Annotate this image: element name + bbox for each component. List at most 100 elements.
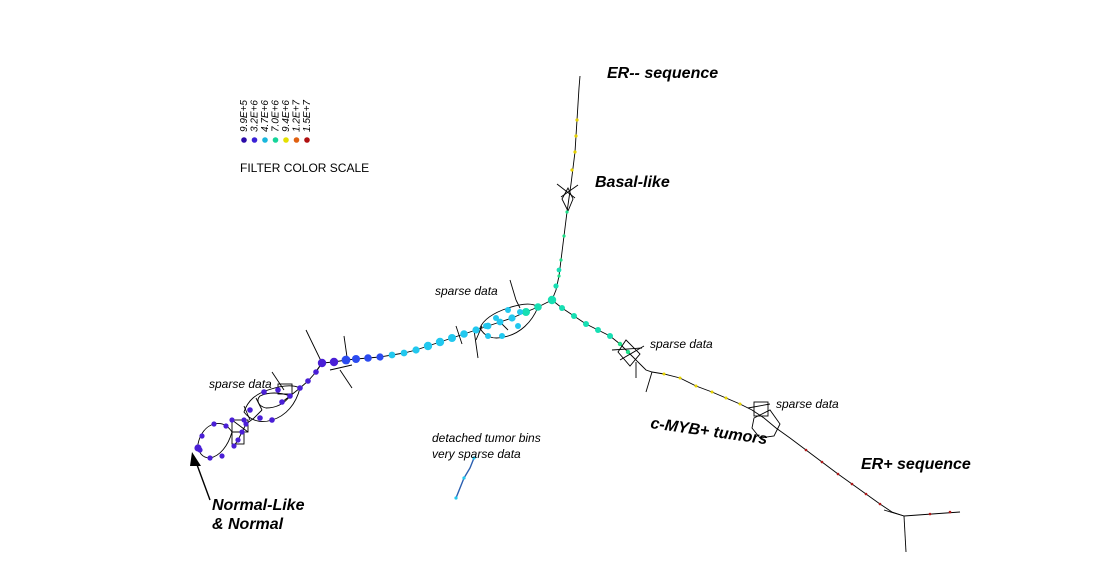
cmyb-node — [694, 384, 698, 388]
scale-dot — [283, 137, 289, 143]
er-plus-node — [804, 448, 808, 452]
cmyb-node — [662, 372, 666, 376]
left-spoke-5 — [329, 364, 353, 371]
left-tail-node — [247, 407, 253, 413]
er-minus-node — [565, 210, 569, 214]
normal-square-3 — [231, 431, 245, 445]
er-plus-fork-3 — [883, 509, 905, 517]
label-detached-1: detached tumor bins — [432, 431, 541, 445]
cmyb-spoke-1 — [611, 347, 643, 351]
left-tail-node — [313, 369, 319, 375]
center-spoke-down — [473, 329, 479, 359]
er-minus-node — [559, 258, 563, 262]
scale-values: 9.9E+5 3.2E+6 4.7E+6 7.0E+6 9.4E+6 1.2E+7 1.5E… — [239, 100, 313, 132]
center-loop-node — [517, 309, 523, 315]
er-minus-node — [570, 168, 574, 172]
lower-spoke — [243, 405, 251, 421]
right-branch-node — [625, 349, 631, 355]
label-sparse-left: sparse data — [209, 377, 272, 391]
center-loop-node — [499, 333, 505, 339]
label-normal-1: Normal-Like — [212, 497, 305, 514]
trunk-node — [435, 337, 445, 347]
right-branch-node — [617, 341, 623, 347]
scale-dot — [241, 137, 247, 143]
network-nodes — [194, 118, 952, 516]
scale-dot — [262, 137, 268, 143]
scale-value: 4.7E+6 — [260, 100, 271, 132]
label-basal-like: Basal-like — [595, 174, 670, 191]
basal-spoke-2 — [560, 184, 579, 198]
normal-ring-node — [219, 453, 225, 459]
right-branch-node — [607, 333, 613, 339]
scale-value: 7.0E+6 — [271, 100, 282, 132]
trunk-node — [534, 303, 542, 311]
trunk-node — [352, 355, 360, 363]
label-er-plus: ER+ sequence — [861, 456, 971, 473]
scale-value: 9.4E+6 — [281, 100, 292, 132]
trunk-node — [412, 346, 420, 354]
er-plus-fork-2 — [903, 515, 907, 553]
label-normal-2: & Normal — [212, 516, 284, 533]
label-cmyb: c-MYB+ tumors — [649, 415, 768, 448]
trunk-node — [388, 351, 396, 359]
center-spoke-up-2 — [515, 299, 521, 309]
trunk-node — [448, 334, 456, 342]
cmyb-node — [678, 376, 682, 380]
trunk-node — [423, 341, 433, 351]
normal-ring-node — [211, 421, 217, 427]
normal-ring-node — [207, 455, 213, 461]
left-tail-node — [269, 417, 275, 423]
normal-spoke-1 — [271, 371, 285, 391]
cmyb-diamond — [617, 339, 641, 367]
scale-value: 1.2E+7 — [292, 100, 303, 132]
scale-dot — [272, 137, 279, 143]
detached-node — [462, 476, 466, 480]
left-tail-node — [261, 389, 267, 395]
er-plus-node — [820, 460, 824, 464]
normal-ring-node — [223, 423, 229, 429]
er-plus-square — [753, 401, 769, 417]
er-minus-node — [562, 234, 566, 238]
left-tail-node — [257, 415, 263, 421]
normal-ring-node — [243, 421, 249, 427]
normal-ring-node — [229, 417, 235, 423]
label-sparse-right: sparse data — [650, 337, 713, 351]
cmyb-spoke-2 — [619, 345, 645, 361]
er-plus-node — [864, 492, 868, 496]
basal-spoke-1 — [556, 183, 576, 199]
trunk-node — [460, 330, 468, 338]
er-plus-node — [948, 510, 952, 514]
cmyb-spoke-4 — [645, 371, 653, 393]
right-branch-node — [595, 327, 601, 333]
trunk-node — [508, 314, 516, 322]
trunk-node — [522, 308, 530, 316]
er-minus-node — [556, 267, 562, 273]
network-edges — [197, 75, 961, 553]
normal-ring-node — [239, 429, 245, 435]
scale-dot — [304, 137, 310, 143]
normal-inner-loop — [257, 392, 291, 409]
trunk-node — [400, 349, 408, 357]
annotations: ER-- sequence Basal-like sparse data spa… — [190, 65, 971, 533]
scale-dot — [293, 137, 300, 143]
trunk-node — [364, 354, 372, 362]
er-plus-node — [836, 472, 840, 476]
scale-value: 9.9E+5 — [239, 100, 250, 132]
er-plus-hexagon — [751, 409, 781, 439]
left-tail-node — [275, 387, 281, 393]
er-minus-node — [557, 274, 561, 278]
trunk-node — [329, 357, 339, 367]
cmyb-node — [710, 390, 714, 394]
normal-ring-node — [241, 417, 247, 423]
er-minus-node — [575, 118, 579, 122]
right-branch-node — [583, 321, 589, 327]
er-minus-node — [574, 134, 578, 138]
er-plus-node — [878, 502, 882, 506]
left-spoke-1 — [305, 329, 323, 364]
er-plus-spoke — [747, 403, 771, 409]
normal-ring-node — [199, 433, 205, 439]
normal-arrow-shaft — [195, 461, 211, 501]
center-loop-node — [515, 323, 521, 329]
left-tail-node — [287, 393, 293, 399]
scale-dots — [241, 137, 310, 143]
